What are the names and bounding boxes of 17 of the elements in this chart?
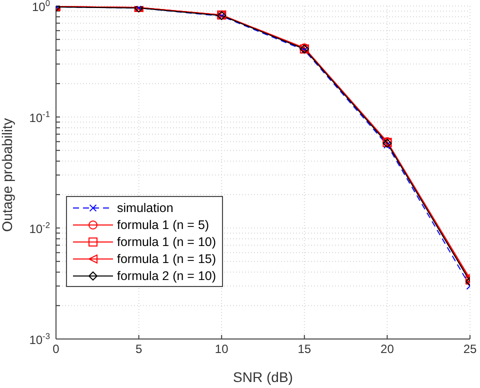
x-axis-title: SNR (dB) <box>233 369 293 385</box>
legend-label: formula 1 (n = 10) <box>117 234 216 248</box>
y-axis-title: Outage probability <box>0 118 15 232</box>
legend-label: simulation <box>117 200 174 214</box>
legend-label: formula 1 (n = 15) <box>117 252 216 266</box>
x-tick-label: 5 <box>135 342 142 356</box>
y-tick-label: 10$^{-1}$ <box>29 109 50 125</box>
x-tick-label: 15 <box>298 342 312 356</box>
y-tick-label: 10$^{0}$ <box>32 0 50 14</box>
y-tick-label: 10$^{-3}$ <box>29 331 50 347</box>
x-tick-label: 10 <box>214 342 229 356</box>
x-tick-label: 25 <box>463 342 477 356</box>
x-tick-label: 20 <box>380 342 394 356</box>
y-tick-label: 10$^{-2}$ <box>29 220 50 236</box>
legend-label: formula 1 (n = 5) <box>117 218 210 232</box>
legend-label: formula 2 (n = 10) <box>117 268 216 282</box>
x-tick-label: 0 <box>52 342 60 356</box>
